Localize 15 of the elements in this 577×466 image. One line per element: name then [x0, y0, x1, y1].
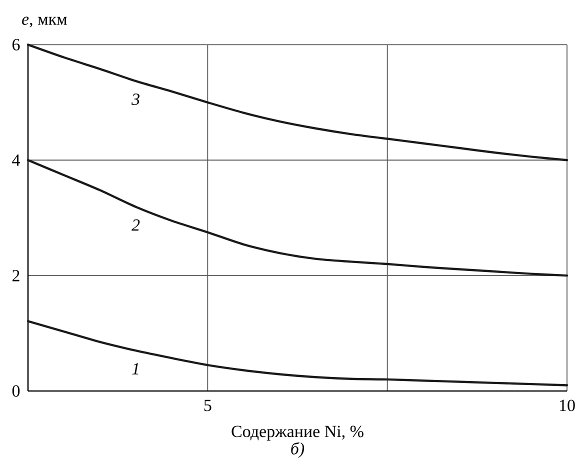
- x-axis-title: Содержание Ni, %: [232, 426, 364, 441]
- series-label: 1: [132, 363, 138, 374]
- series-label: 2: [132, 219, 140, 231]
- line-series: [26, 159, 568, 277]
- line-series: [26, 320, 568, 386]
- y-tick-label: 2: [12, 270, 20, 282]
- y-tick-label: 6: [12, 38, 20, 50]
- y-axis-title: e, мкм: [22, 16, 67, 28]
- x-tick-label: 5: [204, 400, 212, 412]
- line-series: [26, 44, 568, 162]
- text: б): [291, 442, 304, 458]
- series-label: 3: [132, 94, 140, 106]
- y-tick-label: 0: [12, 385, 20, 397]
- x-tick-label: 10: [560, 400, 575, 412]
- y-tick-label: 4: [12, 154, 20, 166]
